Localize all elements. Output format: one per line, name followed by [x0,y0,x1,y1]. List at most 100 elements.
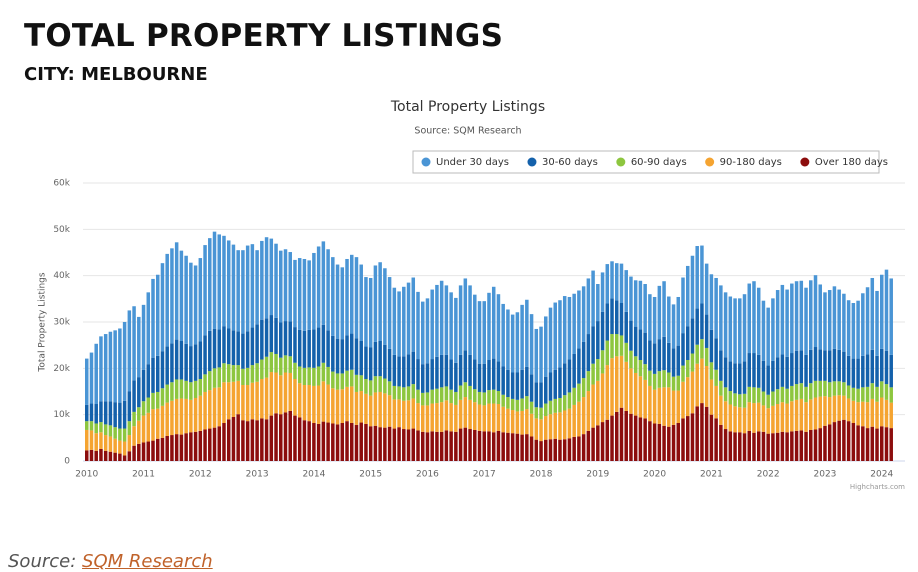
bar-segment [378,340,382,377]
bar-segment [312,385,316,424]
bar-segment [473,402,477,430]
bar-segment [241,420,245,461]
bar-segment [85,450,89,461]
bar-segment [165,346,169,385]
bar-segment [756,387,761,403]
bar-segment [439,431,444,461]
bar-segment [89,430,94,450]
bar-segment [402,400,406,430]
bar-segment [350,423,354,461]
bar-segment [581,434,586,461]
bar-segment [85,421,89,430]
bar-segment [458,428,463,461]
bar-segment [577,290,581,349]
bar-segment [103,424,108,436]
bar-segment [861,387,865,402]
bar-segment [425,392,430,406]
bar-segment [596,359,600,381]
bar-segment [482,392,487,406]
bar-segment [122,455,127,461]
bar-segment [103,401,108,425]
bar-segment [312,252,316,330]
bar-segment [856,425,860,461]
bar-segment [378,427,382,461]
bar-segment [463,350,468,383]
bar-segment [383,378,387,394]
bar-segment [236,331,240,366]
bar-segment [875,401,879,429]
bar-segment [695,406,699,461]
bar-segment [122,322,127,401]
bar-segment [420,364,425,393]
bar-segment [411,351,416,385]
bar-segment [809,429,813,461]
bar-segment [610,358,614,416]
bar-segment [170,343,174,383]
bar-segment [591,384,595,428]
bar-segment [354,257,359,339]
bar-segment [700,303,704,340]
bar-segment [473,359,477,390]
bar-segment [141,304,146,370]
bar-segment [397,291,401,357]
bar-segment [681,418,685,461]
bar-segment [648,421,652,461]
source-link[interactable]: SQM Research [82,551,213,572]
bar-segment [335,424,340,461]
bar-segment [685,326,690,360]
bar-segment [231,365,236,382]
bar-segment [170,435,174,461]
x-tick-label: 2010 [75,470,98,480]
bar-segment [454,297,458,363]
bar-segment [430,389,434,404]
bar-segment [340,267,345,340]
bar-segment [203,374,207,392]
bar-segment [491,286,496,359]
bar-segment [274,317,278,354]
bar-segment [302,385,307,421]
bar-segment [312,367,316,386]
bar-segment [222,382,226,424]
bar-segment [695,308,699,345]
bar-segment [676,375,681,391]
bar-segment [704,366,709,407]
bar-segment [274,413,278,461]
bar-segment [813,429,818,461]
bar-segment [615,300,619,335]
bar-segment [364,277,368,347]
bar-segment [208,238,212,331]
bar-segment [179,250,184,341]
bar-segment [685,377,690,417]
bar-segment [619,303,624,336]
bar-segment [118,440,122,454]
bar-segment [501,394,505,407]
bar-segment [742,393,747,408]
bar-segment [113,402,117,428]
bar-segment [756,354,761,388]
bar-segment [823,425,827,461]
x-tick-label: 2020 [643,470,666,480]
y-tick-label: 10k [53,410,70,420]
bar-segment [174,379,179,399]
bar-segment [619,355,624,408]
bar-segment [212,328,217,369]
bar-segment [236,365,240,381]
bar-segment [742,294,747,362]
bar-segment [747,386,752,403]
bar-segment [411,398,416,429]
bar-segment [558,397,562,413]
bar-segment [458,385,463,400]
bar-segment [501,406,505,433]
bar-segment [487,390,491,404]
bar-segment [695,246,699,309]
bar-segment [709,362,714,380]
bar-segment [487,359,491,391]
bar-segment [846,398,851,422]
bar-segment [581,378,586,398]
bar-segment [714,369,718,386]
bar-segment [151,357,155,393]
bar-segment [127,421,132,436]
bar-segment [586,334,591,372]
bar-segment [288,356,292,373]
bar-segment [790,283,794,354]
